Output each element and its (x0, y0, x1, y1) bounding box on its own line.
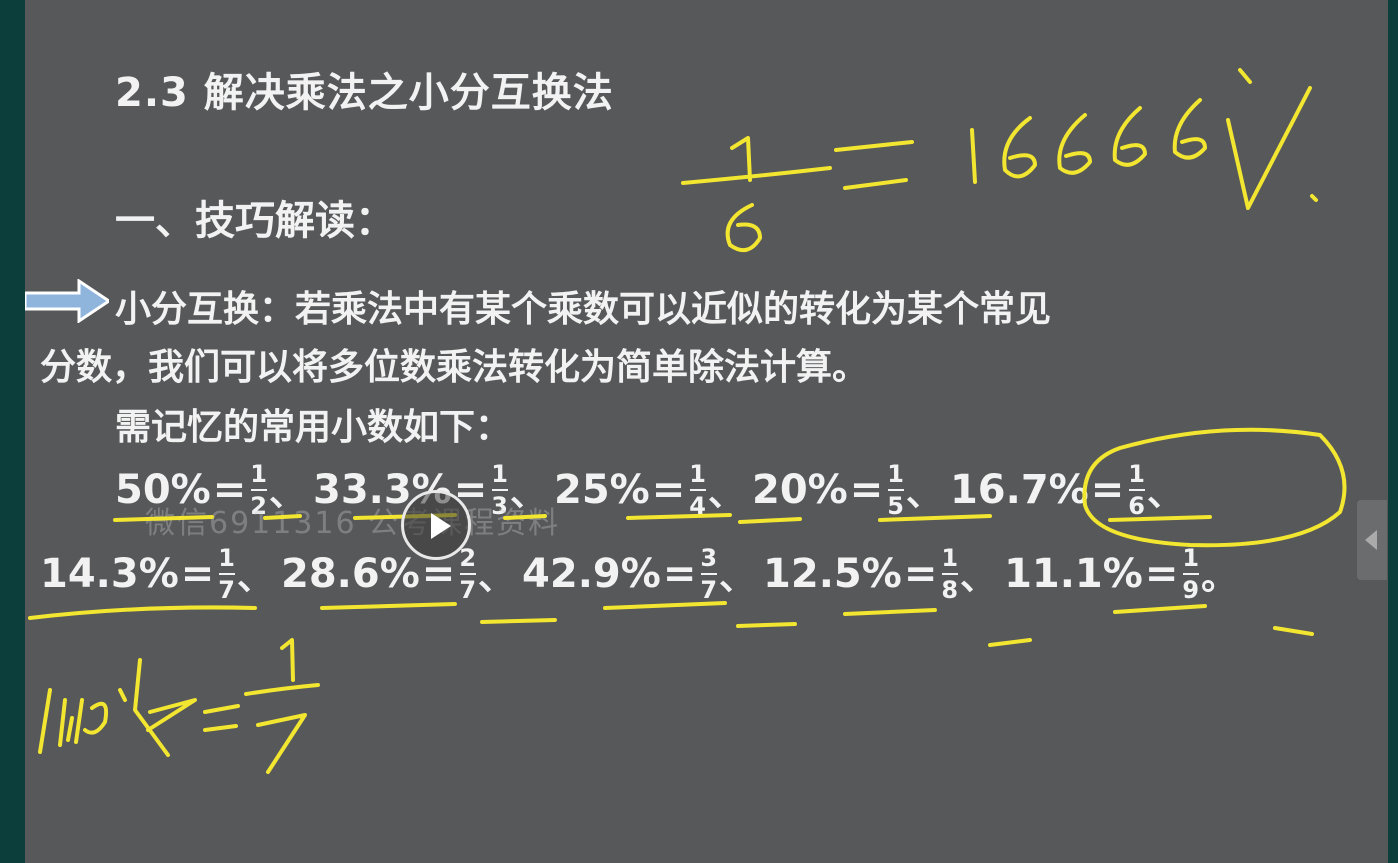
fraction-bar (689, 489, 706, 491)
percent-value: 14.3% (40, 551, 179, 597)
percent-value: 50% (115, 467, 211, 513)
separator: 、 (237, 557, 274, 598)
fraction-denominator: 2 (250, 492, 267, 520)
percent-value: 16.7% (949, 467, 1089, 513)
play-button[interactable] (401, 490, 471, 560)
percent-value: 28.6% (281, 551, 420, 597)
equals-sign: = (1144, 551, 1179, 597)
percent-value: 42.9% (522, 551, 661, 597)
side-panel-toggle[interactable] (1357, 500, 1387, 580)
left-edge (0, 0, 25, 863)
equals-sign: = (903, 551, 938, 597)
separator: 、 (960, 557, 997, 598)
fraction-denominator: 6 (1128, 492, 1145, 520)
separator: 、 (509, 473, 546, 514)
fraction-bar (491, 489, 508, 491)
separator: 、 (478, 557, 515, 598)
fraction-denominator: 5 (887, 492, 904, 520)
percent-value: 12.5% (763, 551, 902, 597)
paragraph-line-3: 需记忆的常用小数如下： (115, 407, 512, 448)
separator: 、 (707, 473, 744, 514)
fraction-bar (700, 573, 717, 575)
fraction-denominator: 7 (459, 576, 477, 604)
separator: 、 (719, 557, 756, 598)
percent-value: 11.1% (1004, 551, 1143, 597)
fraction-numerator: 1 (1182, 544, 1200, 572)
fraction-numerator: 2 (459, 544, 477, 572)
percent-value: 25% (554, 467, 650, 513)
handwritten-one-seventh (38, 638, 320, 774)
fraction-numerator: 1 (689, 460, 706, 488)
fraction-numerator: 1 (491, 460, 508, 488)
handwritten-one-sixth (681, 68, 1318, 253)
fraction-numerator: 1 (941, 544, 959, 572)
watermark: 微信6911316 公考课程资料 (145, 506, 561, 541)
fraction-bar (250, 489, 267, 491)
fraction-row-2: 14.3% = 1 7、 28.6% = 2 7、 42.9% = 3 7、 12.5% = 1 8、 11.1… (40, 534, 1245, 614)
equals-sign: = (662, 551, 697, 597)
equals-sign: = (1090, 467, 1125, 513)
fraction-denominator: 4 (689, 492, 706, 520)
separator: 、 (268, 473, 305, 514)
separator: 、 (905, 473, 942, 514)
arrow-right-icon (25, 279, 109, 323)
paragraph-line-2: 分数，我们可以将多位数乘法转化为简单除法计算。 (40, 347, 869, 388)
fraction-numerator: 3 (700, 544, 718, 572)
paragraph-line-1: 小分互换：若乘法中有某个乘数可以近似的转化为某个常见 (115, 289, 1052, 330)
fraction-denominator: 7 (218, 576, 235, 604)
section-heading: 一、技巧解读： (115, 198, 395, 244)
fraction-numerator: 1 (1128, 460, 1145, 488)
equals-sign: = (212, 467, 247, 513)
fraction-bar (1182, 573, 1199, 575)
fraction-denominator: 3 (491, 492, 508, 520)
equals-sign: = (180, 551, 215, 597)
fraction-bar (887, 489, 904, 491)
fraction-numerator: 1 (218, 544, 235, 572)
equals-sign: = (849, 467, 884, 513)
handwritten-circle (1082, 427, 1347, 548)
fraction-denominator: 9 (1182, 576, 1200, 604)
fraction-numerator: 1 (887, 460, 904, 488)
percent-value: 20% (751, 467, 848, 513)
fraction-denominator: 7 (700, 576, 718, 604)
fraction-bar (1128, 489, 1145, 491)
fraction-bar (459, 573, 476, 575)
equals-sign: = (651, 467, 686, 513)
fraction-bar (941, 573, 958, 575)
fraction-numerator: 1 (250, 460, 267, 488)
separator: 。 (1201, 557, 1238, 598)
fraction-bar (218, 573, 235, 575)
slide-title: 2.3 解决乘法之小分互换法 (115, 70, 614, 116)
separator: 、 (1146, 473, 1183, 514)
right-edge (1388, 0, 1398, 863)
fraction-denominator: 8 (941, 576, 959, 604)
slide: 2.3 解决乘法之小分互换法 一、技巧解读： 小分互换：若乘法中有某个乘数可以近… (25, 0, 1388, 863)
